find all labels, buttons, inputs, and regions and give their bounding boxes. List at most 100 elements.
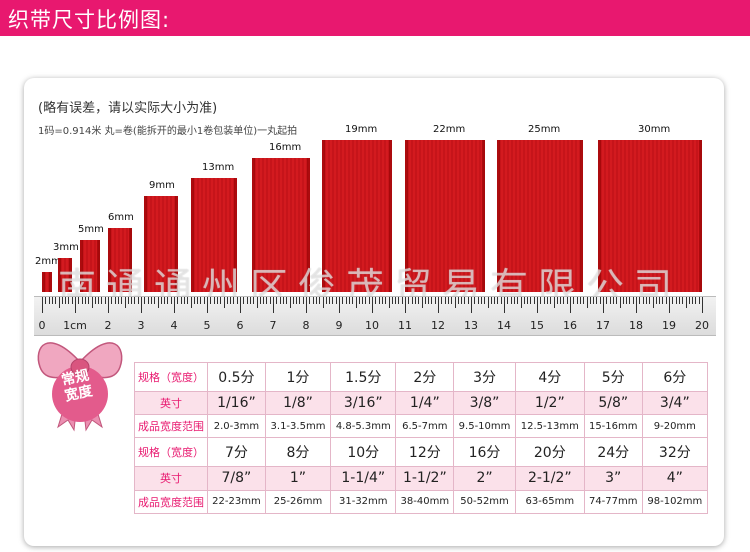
ruler-tick bbox=[702, 297, 703, 313]
ruler-tick bbox=[424, 297, 426, 304]
ruler-tick bbox=[504, 297, 505, 313]
ruler-tick bbox=[101, 297, 103, 304]
ruler-tick bbox=[570, 297, 571, 313]
ruler-tick bbox=[480, 297, 482, 304]
ruler-tick bbox=[636, 297, 637, 313]
ruler-tick bbox=[150, 297, 152, 304]
ruler-tick bbox=[603, 297, 604, 313]
ruler-tick bbox=[45, 297, 47, 304]
table-row: 英寸 1/16” 1/8” 3/16” 1/4” 3/8” 1/2” 5/8” 3/4” bbox=[134, 390, 709, 416]
ruler-number: 4 bbox=[170, 319, 178, 332]
bow-icon bbox=[37, 342, 123, 432]
ruler-tick bbox=[464, 297, 466, 304]
ruler-tick bbox=[649, 297, 651, 304]
ruler-number: 18 bbox=[629, 319, 643, 332]
ruler-tick bbox=[306, 297, 307, 313]
ruler-tick bbox=[672, 297, 674, 304]
row-header: 规格（宽度） bbox=[134, 437, 208, 468]
ribbon-label: 6mm bbox=[108, 212, 134, 223]
ruler-tick bbox=[273, 297, 274, 313]
ruler-tick bbox=[345, 297, 347, 304]
ruler-tick bbox=[210, 297, 212, 304]
table-cell: 12.5-13mm bbox=[514, 414, 585, 439]
table-row: 英寸 7/8” 1” 1-1/4” 1-1/2” 2” 2-1/2” 3” 4” bbox=[134, 466, 709, 491]
ruler-tick bbox=[233, 297, 235, 304]
ruler-tick bbox=[230, 297, 232, 304]
ribbon-9mm bbox=[144, 196, 178, 292]
ruler-tick bbox=[200, 297, 202, 304]
ribbon-13mm bbox=[191, 178, 237, 292]
ruler-tick bbox=[540, 297, 542, 304]
ruler-tick bbox=[546, 297, 548, 304]
ruler-tick bbox=[170, 297, 172, 304]
ruler-tick bbox=[71, 297, 73, 304]
table-cell: 9.5-10mm bbox=[453, 414, 516, 439]
ruler-tick bbox=[51, 297, 53, 304]
table-cell: 6分 bbox=[641, 362, 709, 392]
ruler-tick bbox=[451, 297, 453, 304]
ruler-tick bbox=[405, 297, 406, 313]
ruler-tick bbox=[418, 297, 420, 304]
ribbon-label: 9mm bbox=[149, 180, 175, 191]
ruler-tick bbox=[164, 297, 166, 304]
row-header: 成品宽度范围 bbox=[134, 414, 208, 439]
ruler-tick bbox=[652, 297, 654, 308]
ribbon-label: 5mm bbox=[78, 224, 104, 235]
ruler-tick bbox=[154, 297, 156, 304]
table-cell: 3.1-3.5mm bbox=[264, 414, 332, 439]
ruler-tick bbox=[183, 297, 185, 304]
ruler-tick bbox=[332, 297, 334, 304]
ruler-tick bbox=[629, 297, 631, 304]
ruler-tick bbox=[78, 297, 80, 304]
ruler-tick bbox=[91, 297, 93, 308]
ruler-tick bbox=[104, 297, 106, 304]
ruler-tick bbox=[692, 297, 694, 304]
table-row: 规格（宽度） 0.5分 1分 1.5分 2分 3分 4分 5分 6分 bbox=[134, 362, 709, 392]
ruler-tick bbox=[494, 297, 496, 304]
ruler-tick bbox=[259, 297, 261, 304]
ruler-tick bbox=[471, 297, 472, 313]
ruler-tick bbox=[312, 297, 314, 304]
ruler-tick bbox=[622, 297, 624, 304]
ruler-tick bbox=[421, 297, 423, 308]
ruler-tick bbox=[368, 297, 370, 304]
table-cell: 1分 bbox=[264, 362, 332, 392]
ruler-tick bbox=[378, 297, 380, 304]
table-cell: 1.5分 bbox=[330, 362, 397, 392]
table-row: 规格（宽度） 7分 8分 10分 12分 16分 20分 24分 32分 bbox=[134, 437, 709, 468]
ruler-tick bbox=[411, 297, 413, 304]
table-cell: 10分 bbox=[330, 437, 397, 468]
table-cell: 2-1/2” bbox=[514, 466, 585, 491]
ruler-tick bbox=[246, 297, 248, 304]
ruler-tick bbox=[566, 297, 568, 304]
table-cell: 25-26mm bbox=[264, 489, 332, 515]
ruler-tick bbox=[688, 297, 690, 304]
ruler-tick bbox=[527, 297, 529, 304]
ruler-number: 2 bbox=[104, 319, 112, 332]
table-cell: 98-102mm bbox=[641, 489, 709, 515]
ruler-tick bbox=[401, 297, 403, 304]
ruler-tick bbox=[134, 297, 136, 304]
table-cell: 8分 bbox=[264, 437, 332, 468]
ruler-tick bbox=[174, 297, 175, 313]
ruler-tick bbox=[121, 297, 123, 304]
ruler-tick bbox=[315, 297, 317, 304]
ruler-tick bbox=[114, 297, 116, 304]
ruler-tick bbox=[160, 297, 162, 304]
ruler-tick bbox=[141, 297, 142, 313]
table-cell: 3分 bbox=[453, 362, 516, 392]
ruler-tick bbox=[441, 297, 443, 304]
ribbon-label: 19mm bbox=[345, 124, 378, 135]
table-cell: 3” bbox=[583, 466, 643, 491]
ruler-number: 0 bbox=[38, 319, 46, 332]
table-cell: 22-23mm bbox=[207, 489, 266, 515]
ribbon-19mm bbox=[322, 140, 392, 292]
ruler-tick bbox=[203, 297, 205, 304]
spec-table: 规格（宽度） 0.5分 1分 1.5分 2分 3分 4分 5分 6分 英寸 1/16” 1/8” 3/1… bbox=[134, 362, 709, 515]
ruler-tick bbox=[388, 297, 390, 308]
ruler-tick bbox=[65, 297, 67, 304]
ruler-number: 15 bbox=[530, 319, 544, 332]
table-cell: 2” bbox=[453, 466, 516, 491]
ruler-tick bbox=[147, 297, 149, 304]
ruler-tick bbox=[362, 297, 364, 304]
